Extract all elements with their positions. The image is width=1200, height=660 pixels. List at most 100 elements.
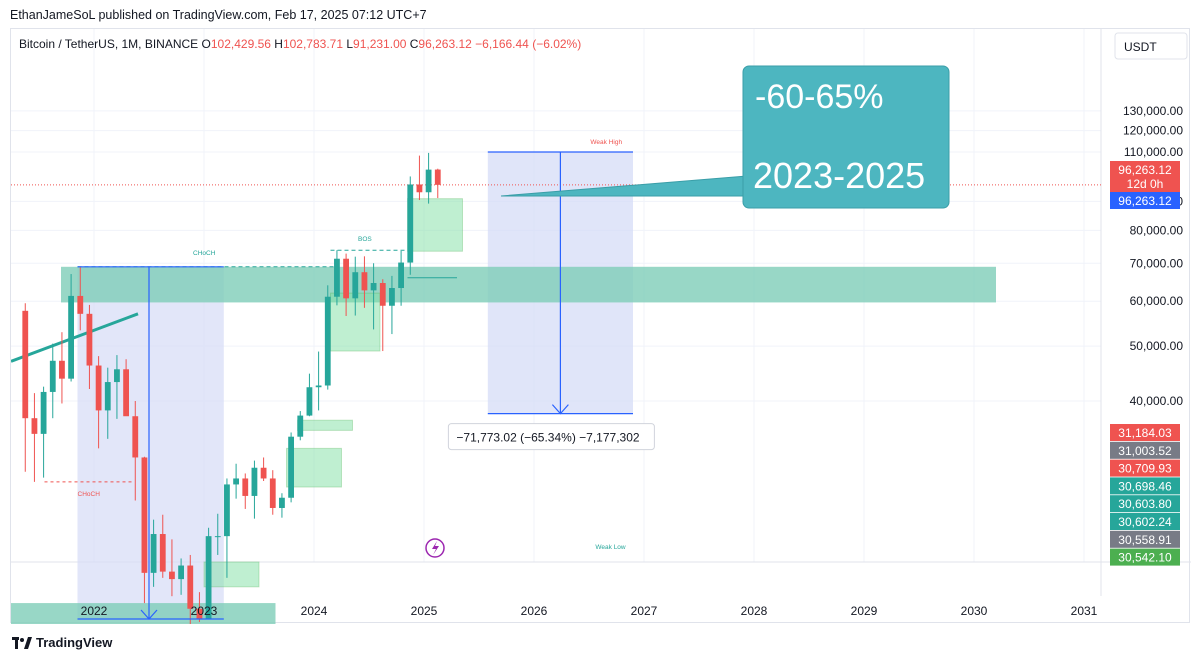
price-tag-bg bbox=[1110, 530, 1180, 548]
candle-body[interactable] bbox=[95, 365, 102, 411]
candle-body[interactable] bbox=[416, 184, 423, 193]
x-tick-label: 2030 bbox=[961, 604, 988, 618]
x-tick-label: 2022 bbox=[81, 604, 108, 618]
candle-body[interactable] bbox=[77, 295, 84, 314]
currency-button[interactable] bbox=[1114, 32, 1188, 60]
tradingview-logo-icon bbox=[12, 636, 32, 649]
y-tick-label: 120,000.00 bbox=[1123, 124, 1183, 138]
brand-name: TradingView bbox=[36, 635, 113, 650]
y-tick-label: 130,000.00 bbox=[1123, 104, 1183, 118]
candle-body[interactable] bbox=[425, 169, 432, 193]
candle-body[interactable] bbox=[279, 497, 285, 508]
candle-body[interactable] bbox=[379, 283, 386, 306]
price-tag-bg bbox=[1110, 513, 1180, 530]
candle-body[interactable] bbox=[196, 608, 203, 619]
candle-body[interactable] bbox=[269, 478, 276, 508]
candle-body[interactable] bbox=[150, 534, 157, 573]
chart-canvas[interactable]: Bitcoin / TetherUS, 1M, BINANCE O102,429… bbox=[11, 29, 1191, 624]
candle-body[interactable] bbox=[251, 467, 258, 496]
candle-body[interactable] bbox=[343, 258, 349, 299]
candle-body[interactable] bbox=[141, 457, 148, 573]
change-value: −6,166.44 (−6.02%) bbox=[475, 37, 581, 51]
candle-body[interactable] bbox=[407, 184, 414, 263]
candle-body[interactable] bbox=[114, 369, 120, 383]
candle-body[interactable] bbox=[31, 418, 38, 434]
candle-body[interactable] bbox=[398, 262, 404, 289]
candle-body[interactable] bbox=[361, 272, 368, 291]
weak-low-label: Weak Low bbox=[595, 544, 626, 551]
x-tick-label: 2024 bbox=[301, 604, 328, 618]
price-tag-label: 30,542.10 bbox=[1118, 551, 1172, 565]
candle-body[interactable] bbox=[434, 169, 441, 185]
y-tick-label: 70,000.00 bbox=[1130, 256, 1184, 270]
open-label: O bbox=[202, 37, 211, 51]
candle-body[interactable] bbox=[49, 360, 56, 392]
order-block bbox=[407, 198, 463, 252]
x-tick-label: 2031 bbox=[1071, 604, 1098, 618]
ohlc-header: Bitcoin / TetherUS, 1M, BINANCE O102,429… bbox=[19, 37, 581, 51]
candle-body[interactable] bbox=[22, 310, 29, 419]
candle-body[interactable] bbox=[260, 467, 267, 479]
price-tag-countdown: 12d 0h bbox=[1127, 177, 1164, 191]
candle-body[interactable] bbox=[132, 416, 139, 458]
price-tag-label: 96,263.12 bbox=[1118, 163, 1172, 177]
candle-body[interactable] bbox=[104, 382, 111, 411]
close-value: 96,263.12 bbox=[418, 37, 475, 51]
x-tick-label: 2028 bbox=[741, 604, 768, 618]
order-block bbox=[286, 447, 342, 488]
price-tag-bg bbox=[1110, 459, 1180, 477]
low-label: L bbox=[346, 37, 353, 51]
y-tick-label: 50,000.00 bbox=[1130, 339, 1184, 353]
choch-upper-label: CHoCH bbox=[193, 250, 216, 257]
high-label: H bbox=[274, 37, 283, 51]
candle-body[interactable] bbox=[40, 391, 47, 434]
candle-body[interactable] bbox=[224, 484, 230, 537]
candle-body[interactable] bbox=[205, 536, 212, 619]
projection-measure-box bbox=[447, 423, 655, 451]
lightning-bolt-icon bbox=[432, 541, 439, 555]
symbol-label: Bitcoin / TetherUS, 1M, BINANCE bbox=[19, 37, 202, 51]
price-tag-bg bbox=[1110, 441, 1180, 459]
bos-label: BOS bbox=[358, 236, 372, 243]
trend-line bbox=[11, 312, 139, 363]
candle-body[interactable] bbox=[123, 369, 129, 417]
x-tick-label: 2025 bbox=[411, 604, 438, 618]
drawdown-arrow-head bbox=[140, 609, 158, 620]
candle-body[interactable] bbox=[389, 288, 395, 306]
order-block bbox=[297, 419, 353, 431]
candle-body[interactable] bbox=[352, 272, 359, 299]
price-tag-label: 31,003.52 bbox=[1118, 444, 1172, 458]
price-tag-label: 30,602.24 bbox=[1118, 515, 1172, 529]
candle-body[interactable] bbox=[233, 478, 239, 485]
projection-arrow-head bbox=[551, 404, 569, 415]
candle-body[interactable] bbox=[324, 296, 331, 386]
drawdown-2022-range-box bbox=[77, 266, 224, 619]
candle-body[interactable] bbox=[159, 534, 166, 572]
y-tick-label: 40,000.00 bbox=[1130, 394, 1184, 408]
candle-body[interactable] bbox=[306, 387, 313, 416]
candle-body[interactable] bbox=[370, 283, 377, 291]
tradingview-brand[interactable]: TradingView bbox=[12, 635, 112, 650]
price-tag-bg bbox=[1110, 495, 1180, 513]
candle-body[interactable] bbox=[169, 571, 175, 580]
choch-lower-label: CHoCH bbox=[78, 491, 101, 498]
candle-body[interactable] bbox=[187, 565, 194, 609]
demand-zone-low bbox=[11, 603, 276, 624]
open-value: 102,429.56 bbox=[211, 37, 274, 51]
candle-body[interactable] bbox=[334, 258, 340, 297]
price-tag-label: 30,603.80 bbox=[1118, 497, 1172, 511]
candle-body[interactable] bbox=[59, 360, 65, 379]
candle-body[interactable] bbox=[242, 478, 249, 496]
candle-body[interactable] bbox=[68, 295, 74, 379]
candle-body[interactable] bbox=[214, 536, 221, 538]
candle-body[interactable] bbox=[288, 436, 294, 498]
callout-line-1: -60-65% bbox=[755, 78, 884, 116]
candle-body[interactable] bbox=[315, 385, 322, 388]
candle-body[interactable] bbox=[297, 415, 304, 437]
y-tick-label: 80,000.00 bbox=[1130, 223, 1184, 237]
candle-body[interactable] bbox=[178, 565, 184, 580]
price-tag-bg bbox=[1110, 424, 1180, 441]
candle-body[interactable] bbox=[86, 313, 93, 366]
weak-high-label: Weak High bbox=[590, 139, 622, 146]
price-tag-label: 96,263.12 bbox=[1118, 194, 1172, 208]
